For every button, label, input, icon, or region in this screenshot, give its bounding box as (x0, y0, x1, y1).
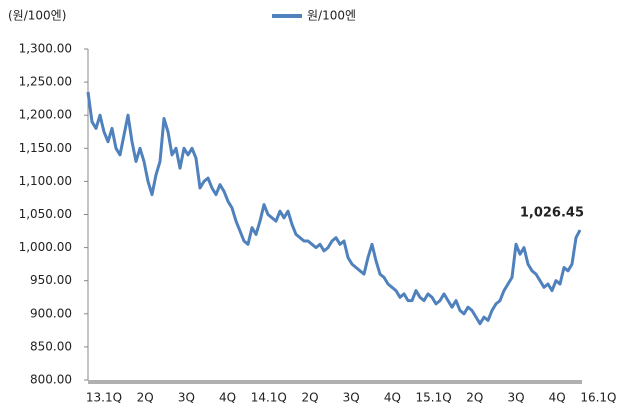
x-axis (88, 380, 582, 384)
y-tick-label: 950.00 (30, 273, 72, 287)
y-tick-label: 1,200.00 (19, 108, 72, 122)
y-tick-label: 1,000.00 (19, 240, 72, 254)
x-tick-label: 4Q (384, 391, 401, 405)
x-tick-label: 3Q (178, 391, 195, 405)
x-tick-label: 16.1Q (580, 391, 616, 405)
y-tick-label: 850.00 (30, 339, 72, 353)
y-tick-label: 1,250.00 (19, 75, 72, 89)
data-label: 1,026.45 (520, 206, 584, 221)
y-tick-label: 1,150.00 (19, 141, 72, 155)
x-tick-label: 14.1Q (251, 391, 287, 405)
y-tick-label: 900.00 (30, 306, 72, 320)
y-tick-label: 1,050.00 (19, 207, 72, 221)
x-tick-label: 3Q (343, 391, 360, 405)
x-tick-label: 2Q (301, 391, 318, 405)
x-tick-label: 4Q (549, 391, 566, 405)
y-axis-label: (원/100엔) (8, 9, 66, 23)
x-tick-label: 13.1Q (86, 391, 122, 405)
y-tick-label: 800.00 (30, 373, 72, 387)
x-tick-label: 15.1Q (416, 391, 452, 405)
y-tick-label: 1,300.00 (19, 42, 72, 56)
series-line (86, 91, 582, 326)
y-tick-label: 1,100.00 (19, 174, 72, 188)
x-tick-label: 2Q (137, 391, 154, 405)
x-tick-label: 4Q (219, 391, 236, 405)
legend-label: 원/100엔 (307, 9, 356, 23)
x-tick-label: 3Q (507, 391, 524, 405)
x-tick-label: 2Q (466, 391, 483, 405)
